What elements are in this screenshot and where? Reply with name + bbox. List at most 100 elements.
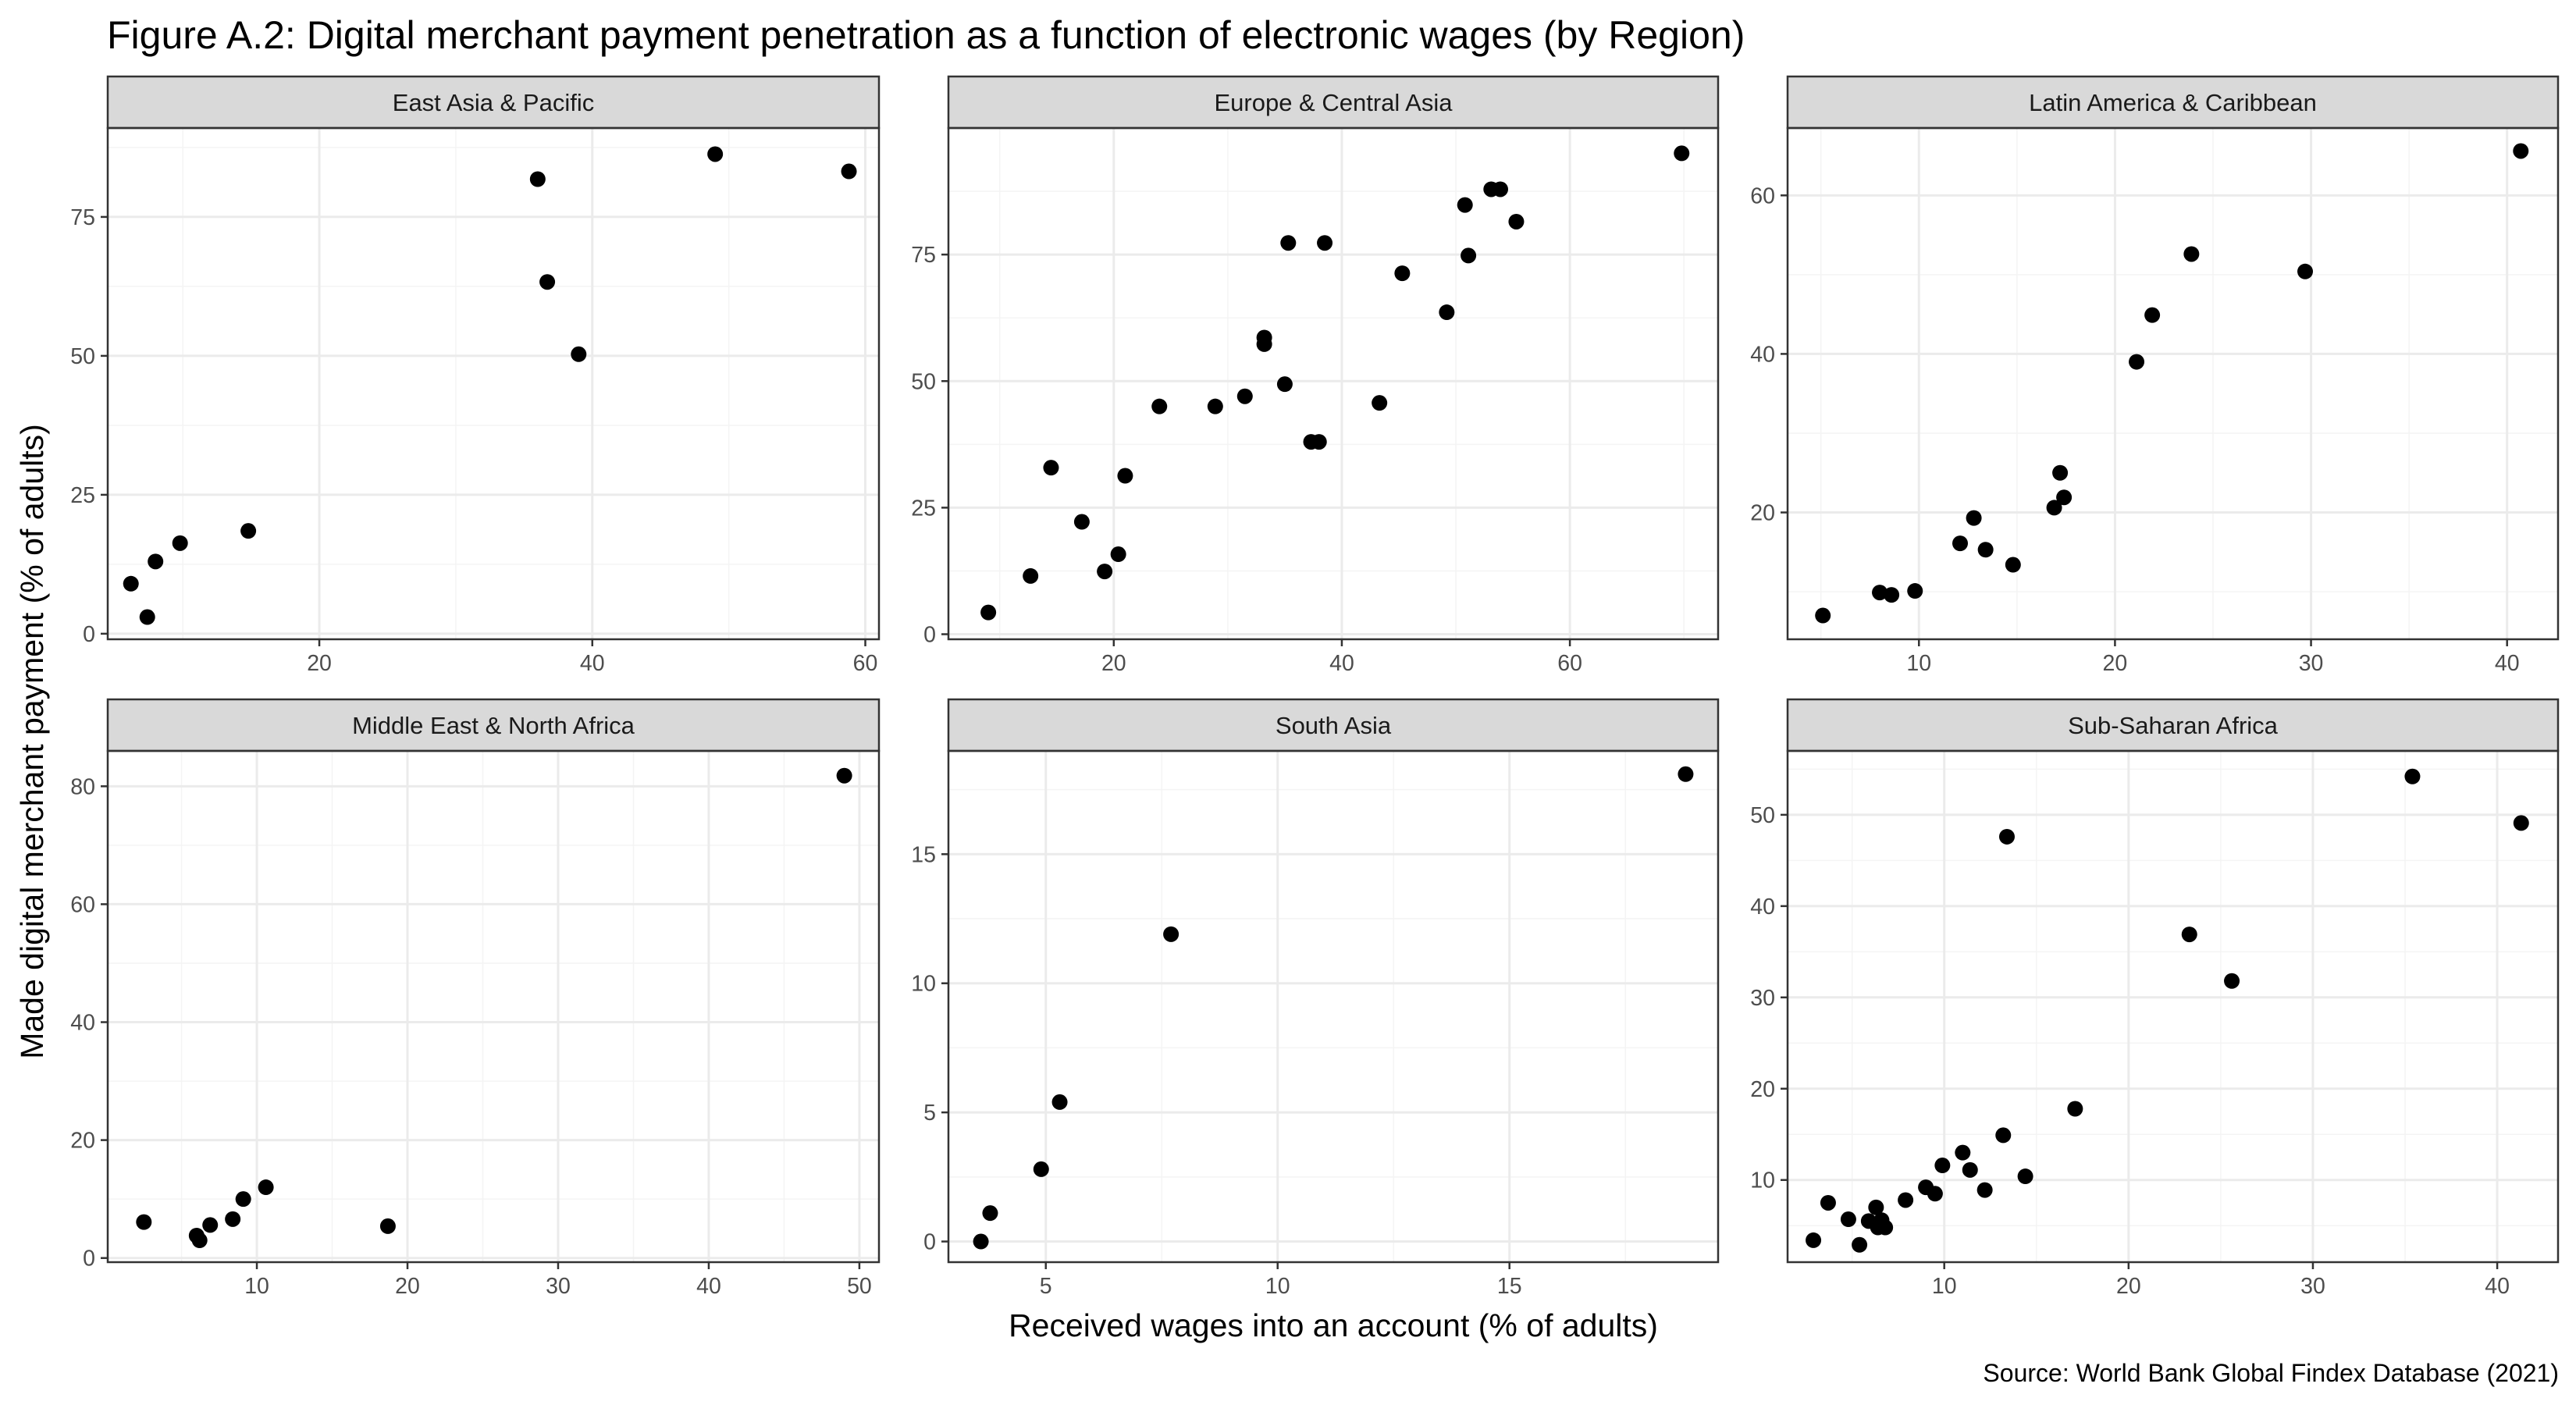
data-point	[1995, 1127, 2012, 1144]
data-point	[1952, 535, 1969, 552]
data-point	[1023, 567, 1039, 584]
plot-background	[1788, 751, 2558, 1262]
facet-strip	[106, 698, 881, 752]
x-tick-label: 30	[546, 1274, 571, 1299]
x-tick-label: 20	[2116, 1274, 2141, 1299]
source-note: Source: World Bank Global Findex Databas…	[1983, 1359, 2559, 1387]
x-tick-label: 40	[696, 1274, 721, 1299]
data-point	[1110, 546, 1126, 563]
y-tick-label: 30	[1750, 986, 1775, 1011]
facet-strip-label: South Asia	[1276, 712, 1392, 739]
data-point	[2297, 263, 2314, 279]
data-point	[2056, 489, 2073, 506]
data-point	[1955, 1144, 1971, 1161]
x-tick-label: 40	[1329, 651, 1354, 676]
data-point	[836, 767, 852, 784]
panel-border	[1786, 749, 2560, 1264]
data-point	[1073, 514, 1090, 530]
data-point	[1815, 607, 1831, 624]
data-point	[1163, 926, 1179, 942]
y-axis-title: Made digital merchant payment (% of adul…	[14, 424, 50, 1059]
data-point	[539, 274, 556, 290]
data-point	[1461, 247, 1477, 264]
data-point	[2052, 464, 2069, 481]
facet-strip	[947, 698, 1720, 752]
data-point	[1151, 398, 1168, 414]
panel-border	[947, 126, 1720, 641]
figure-title: Figure A.2: Digital merchant payment pen…	[107, 13, 1745, 57]
data-point	[982, 1205, 998, 1222]
y-tick-label: 0	[923, 1230, 936, 1255]
data-point	[1043, 460, 1059, 476]
y-tick-label: 0	[83, 1247, 95, 1272]
data-point	[2513, 143, 2529, 159]
x-tick-label: 20	[2103, 651, 2128, 676]
x-tick-label: 60	[1557, 651, 1582, 676]
x-tick-label: 40	[2485, 1274, 2510, 1299]
data-point	[258, 1179, 274, 1196]
plot-background	[948, 128, 1718, 639]
panel-south-asia: South Asia 5 10 15 0 5 10 15	[911, 698, 1720, 1299]
plot-background	[108, 128, 879, 639]
data-point	[1674, 145, 1690, 162]
y-tick-label: 75	[911, 243, 936, 268]
data-point	[2017, 1168, 2033, 1185]
x-axis-title: Received wages into an account (% of adu…	[1009, 1307, 1658, 1343]
y-tick-label: 25	[911, 496, 936, 521]
data-point	[1884, 587, 1900, 603]
data-point	[1934, 1158, 1951, 1174]
y-tick-label: 40	[1750, 342, 1775, 367]
y-tick-label: 50	[1750, 803, 1775, 828]
data-point	[1457, 197, 1473, 213]
data-point	[1276, 376, 1293, 393]
panel-border	[947, 749, 1720, 1264]
facet-strip-label: Latin America & Caribbean	[2029, 89, 2317, 116]
x-tick-label: 60	[853, 651, 878, 676]
y-tick-label: 60	[70, 892, 95, 917]
x-tick-label: 10	[1906, 651, 1931, 676]
data-point	[571, 346, 587, 362]
data-point	[1806, 1232, 1822, 1248]
x-tick-label: 50	[847, 1274, 872, 1299]
data-point	[529, 171, 546, 187]
panel-border	[1786, 126, 2560, 641]
facet-strip-label: East Asia & Pacific	[393, 89, 594, 116]
data-point	[235, 1191, 251, 1208]
y-tick-label: 40	[70, 1011, 95, 1036]
data-point	[1998, 828, 2015, 845]
plot-background	[1788, 128, 2558, 639]
panel-latin-america-and-caribbean: Latin America & Caribbean 10 20 30 40 20 40 60	[1750, 75, 2560, 676]
data-point	[1256, 336, 1272, 352]
y-tick-label: 15	[911, 842, 936, 867]
data-point	[225, 1211, 241, 1227]
panel-border	[106, 749, 881, 1264]
data-point	[973, 1233, 989, 1250]
y-tick-label: 25	[70, 483, 95, 508]
y-tick-label: 40	[1750, 895, 1775, 919]
data-point	[1317, 235, 1333, 251]
y-tick-label: 0	[83, 622, 95, 647]
data-point	[379, 1218, 396, 1234]
data-point	[1898, 1192, 1914, 1208]
data-point	[1051, 1094, 1068, 1110]
data-point	[123, 575, 139, 592]
data-point	[1907, 583, 1923, 599]
data-point	[1927, 1186, 1943, 1202]
data-point	[2181, 927, 2197, 943]
data-point	[2046, 500, 2062, 516]
x-tick-label: 20	[395, 1274, 420, 1299]
data-point	[1207, 398, 1223, 414]
x-tick-label: 30	[2300, 1274, 2325, 1299]
y-tick-label: 10	[1750, 1168, 1775, 1193]
panel-middle-east-and-north-africa: Middle East & North Africa 10 20 30 40 50 0 20 4…	[70, 698, 881, 1299]
data-point	[172, 535, 188, 551]
data-point	[1394, 265, 1411, 282]
y-tick-label: 10	[911, 972, 936, 997]
data-point	[1962, 1161, 1978, 1178]
data-point	[1678, 766, 1694, 782]
y-tick-label: 80	[70, 774, 95, 799]
data-point	[1372, 395, 1388, 411]
data-point	[136, 1214, 152, 1230]
data-point	[1820, 1194, 1836, 1211]
